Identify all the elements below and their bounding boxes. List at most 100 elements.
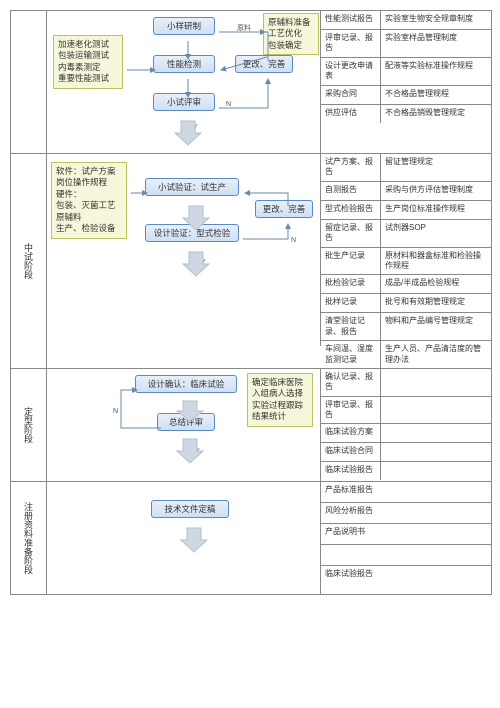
table-row: 批检验记录成品/半成品检验规程 [321,275,491,294]
cell: 采购与供方评估管理制度 [381,182,491,200]
box-tech-doc: 技术文件定稿 [151,500,229,518]
stage-4-diagram: 技术文件定稿 [47,482,321,594]
cell: 物料和产品编号管理规定 [381,313,491,340]
table-row: 临床试验报告 [321,462,491,480]
svg-text:N: N [291,237,296,244]
table-row: 车间温、湿度监测记录生产人员、产品清洁度的管理办法 [321,341,491,368]
cell: 评审记录、报告 [321,397,381,424]
table-row: 自测报告采购与供方评估管理制度 [321,182,491,201]
cell: 原材料和器盒标准和检验操作规程 [381,248,491,275]
cell: 批检验记录 [321,275,381,293]
stage-row-2: 中试阶段 软件：试产方案岗位操作规程硬件：包装、灭菌工艺原辅料生产、检验设备 小… [11,154,491,369]
cell: 试剂器SOP [381,220,491,247]
box-perf-test: 性能检测 [153,55,215,73]
cell: 生产人员、产品清洁度的管理办法 [381,341,491,368]
box-small-verify: 小试验证：试生产 [145,178,239,196]
cell: 批样记录 [321,294,381,312]
cell: 不合格品管理规程 [381,86,491,104]
cell [381,397,491,424]
cell: 自测报告 [321,182,381,200]
cell: 实验室生物安全规章制度 [381,11,491,29]
cell [381,462,491,480]
cell: 临床试验报告 [321,462,381,480]
cell: 清堂验证记录、报告 [321,313,381,340]
box-summary-review: 总结评审 [157,413,215,431]
cell: 批生产记录 [321,248,381,275]
page-frame: 加速老化测试包装运输测试内毒素测定重要性能测试 小样研制 性能检测 小试评审 更… [10,10,492,595]
stage-3-label: 定型阶段 [11,369,47,481]
cell: 性能测试报告 [321,11,381,29]
table-row: 评审记录、报告实验室样品管理制度 [321,30,491,58]
cell: 留证管理规定 [381,154,491,181]
stage-2-diagram: 软件：试产方案岗位操作规程硬件：包装、灭菌工艺原辅料生产、检验设备 小试验证：试… [47,154,321,346]
table-row: 性能测试报告实验室生物安全规章制度 [321,11,491,30]
table-row: 批样记录批号和有效期管理规定 [321,294,491,313]
table-row: 临床试验报告 [321,566,491,586]
table-row: 批生产记录原材料和器盒标准和检验操作规程 [321,248,491,276]
cell [381,369,491,396]
stage-4-sidetable: 产品标准报告 风险分析报告 产品说明书 临床试验报告 [321,482,491,594]
stage-3-diagram: 设计确认：临床试验 总结评审 确定临床医院入组病人选择实验过程跟踪结果统计 N … [47,369,321,481]
table-row: 试产方案、报告留证管理规定 [321,154,491,182]
cell: 生产岗位标准操作规程 [381,201,491,219]
svg-text:N: N [113,408,118,415]
cell: 批号和有效期管理规定 [381,294,491,312]
svg-text:N: N [226,101,231,108]
stage-row-3: 定型阶段 设计确认：临床试验 总结评审 确定临床医院入组病人选择实验过程跟踪结果… [11,369,491,482]
stage-1-diagram: 加速老化测试包装运输测试内毒素测定重要性能测试 小样研制 性能检测 小试评审 更… [47,11,321,153]
cell: 临床试验合同 [321,443,381,461]
box-small-sample: 小样研制 [153,17,215,35]
box-design-verify: 设计验证：型式检验 [145,224,239,242]
stage-3-sidetable: 确认记录、报告 评审记录、报告 临床试验方案 临床试验合同 临床试验报告 [321,369,491,481]
cell: 型式检验报告 [321,201,381,219]
cell: 供应评估 [321,105,381,123]
note-accel-tests: 加速老化测试包装运输测试内毒素测定重要性能测试 [53,35,123,89]
svg-text:Y: Y [193,124,198,131]
box-revise-1: 更改、完善 [235,55,293,73]
cell: 车间温、湿度监测记录 [321,341,381,368]
table-row: 清堂验证记录、报告物料和产品编号管理规定 [321,313,491,341]
cell: 试产方案、报告 [321,154,381,181]
note-raw-prep: 原辅料准备工艺优化包装确定 [263,13,319,55]
svg-text:原料: 原料 [237,23,251,32]
stage-2-label: 中试阶段 [11,154,47,368]
table-row: 供应评估不合格品销毁管理规定 [321,105,491,123]
cell [381,443,491,461]
cell: 配液等实验标准操作规程 [381,58,491,85]
table-row [321,545,491,566]
cell [381,424,491,442]
cell: 实验室样品管理制度 [381,30,491,57]
stage-1-label [11,11,47,153]
table-row: 设计更改申请表配液等实验标准操作规程 [321,58,491,86]
box-revise-2: 更改、完善 [255,200,313,218]
stage-row-1: 加速老化测试包装运输测试内毒素测定重要性能测试 小样研制 性能检测 小试评审 更… [11,11,491,154]
svg-text:Y: Y [201,259,206,266]
stage-2-sidetable: 试产方案、报告留证管理规定 自测报告采购与供方评估管理制度 型式检验报告生产岗位… [321,154,491,368]
box-design-confirm: 设计确认：临床试验 [135,375,237,393]
stage-4-label: 注册资料准备阶段 [11,482,47,594]
cell: 成品/半成品检验规程 [381,275,491,293]
table-row: 产品标准报告 [321,482,491,503]
table-row: 型式检验报告生产岗位标准操作规程 [321,201,491,220]
table-row: 采购合同不合格品管理规程 [321,86,491,105]
cell: 评审记录、报告 [321,30,381,57]
note-sw-hw: 软件：试产方案岗位操作规程硬件：包装、灭菌工艺原辅料生产、检验设备 [51,162,127,239]
svg-text:Y: Y [195,448,200,455]
cell: 采购合同 [321,86,381,104]
cell: 临床试验方案 [321,424,381,442]
cell: 确认记录、报告 [321,369,381,396]
stage-row-4: 注册资料准备阶段 技术文件定稿 产品标准报告 风险分析报告 产品说明书 临床试验… [11,482,491,594]
table-row: 临床试验方案 [321,424,491,443]
cell: 留症记录、报告 [321,220,381,247]
cell: 不合格品销毁管理规定 [381,105,491,123]
cell: 设计更改申请表 [321,58,381,85]
note-clinical: 确定临床医院入组病人选择实验过程跟踪结果统计 [247,373,313,427]
stage-1-sidetable: 性能测试报告实验室生物安全规章制度 评审记录、报告实验室样品管理制度 设计更改申… [321,11,491,153]
table-row: 确认记录、报告 [321,369,491,397]
table-row: 评审记录、报告 [321,397,491,425]
table-row: 风险分析报告 [321,503,491,524]
box-small-review: 小试评审 [153,93,215,111]
table-row: 临床试验合同 [321,443,491,462]
table-row: 留症记录、报告试剂器SOP [321,220,491,248]
table-row: 产品说明书 [321,524,491,545]
